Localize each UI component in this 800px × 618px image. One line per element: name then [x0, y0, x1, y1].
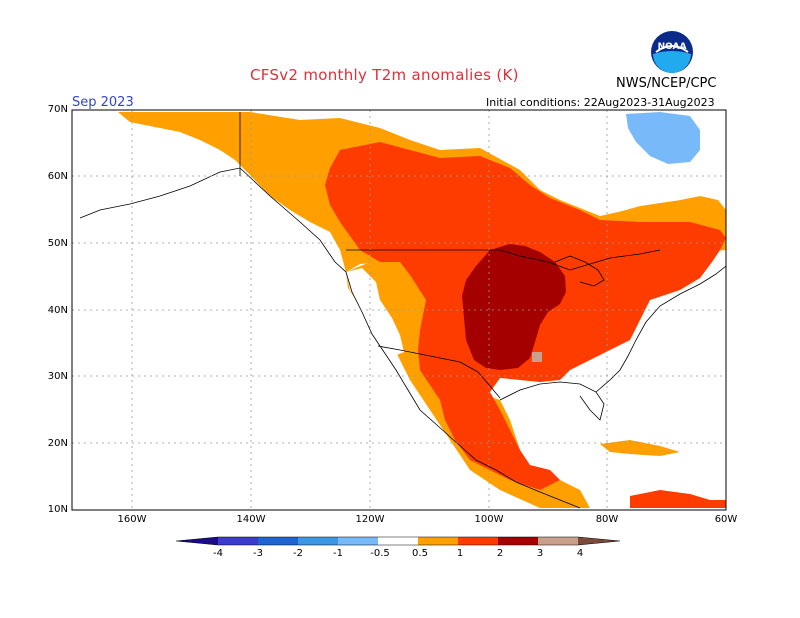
colorbar-bin-05-1	[418, 537, 458, 545]
forecast-month: Sep 2023	[72, 95, 134, 110]
us-canada-border	[346, 249, 661, 271]
map-frame	[71, 109, 727, 511]
lat-label-60n: 60N	[47, 171, 68, 182]
lat-label-30n: 30N	[47, 371, 68, 382]
colorbar-label: -1	[333, 548, 343, 559]
colorbar-label: -4	[213, 548, 223, 559]
initial-conditions: Initial conditions: 22Aug2023-31Aug2023	[486, 96, 715, 109]
colorbar-bin-lt-minus4	[176, 537, 218, 545]
us-mexico-border	[377, 345, 501, 399]
lat-label-50n: 50N	[47, 238, 68, 249]
colorbar-bin-minus05-05	[378, 537, 418, 545]
anomaly-region-white-westcoast	[346, 268, 404, 356]
lat-label-20n: 20N	[47, 438, 68, 449]
colorbar-bin-minus2-minus1	[298, 537, 338, 545]
colorbar	[175, 536, 621, 546]
colorbar-bin-2-3	[498, 537, 538, 545]
lat-label-40n: 40N	[47, 305, 68, 316]
colorbar-label: 0.5	[412, 548, 428, 559]
colorbar-label: 1	[456, 548, 464, 559]
logo-text: NOAA	[658, 42, 687, 52]
lon-label-120w: 120W	[355, 514, 385, 525]
agency-label: NWS/NCEP/CPC	[616, 76, 717, 91]
anomaly-region-orange-west	[346, 262, 590, 508]
lon-label-160w: 160W	[117, 514, 147, 525]
map-title: CFSv2 monthly T2m anomalies (K)	[250, 66, 519, 84]
colorbar-bin-minus4-minus3	[218, 537, 258, 545]
anomaly-region-blue-baffin	[626, 112, 700, 164]
colorbar-bin-1-2	[458, 537, 498, 545]
lon-label-80w: 80W	[595, 514, 619, 525]
anomaly-region-orange-caribbean	[600, 440, 680, 456]
colorbar-bin-minus1-minus05	[338, 537, 378, 545]
colorbar-bin-3-4	[538, 537, 578, 545]
colorbar-label: 3	[536, 548, 544, 559]
colorbar-label: -2	[293, 548, 303, 559]
colorbar-label: 2	[496, 548, 504, 559]
colorbar-label: -3	[253, 548, 263, 559]
colorbar-label: 4	[576, 548, 584, 559]
lon-label-100w: 100W	[474, 514, 504, 525]
lat-label-10n: 10N	[47, 504, 68, 515]
colorbar-label: -0.5	[370, 548, 390, 559]
anomaly-region-red-southamerica	[630, 490, 726, 508]
anomaly-region-darkred-plains	[462, 244, 566, 370]
lon-label-140w: 140W	[236, 514, 266, 525]
noaa-logo: NOAA	[651, 31, 693, 73]
anomaly-region-gulf-spot	[532, 352, 542, 362]
great-lakes	[554, 255, 605, 287]
map-grid	[72, 110, 726, 510]
coastline	[79, 167, 726, 509]
colorbar-bin-gt-4	[578, 537, 620, 545]
colorbar-bin-minus3-minus2	[258, 537, 298, 545]
lon-label-60w: 60W	[714, 514, 738, 525]
lat-label-70n: 70N	[47, 104, 68, 115]
